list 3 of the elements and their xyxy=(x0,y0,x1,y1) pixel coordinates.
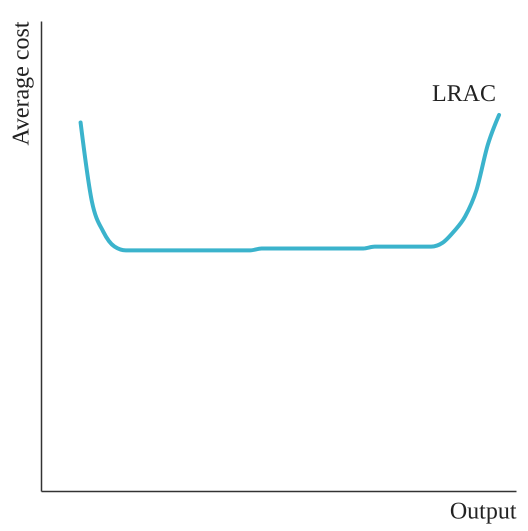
text: LRAC xyxy=(432,81,496,107)
y-axis-title: Average cost xyxy=(8,21,34,146)
x-axis-title: Output xyxy=(450,498,517,524)
